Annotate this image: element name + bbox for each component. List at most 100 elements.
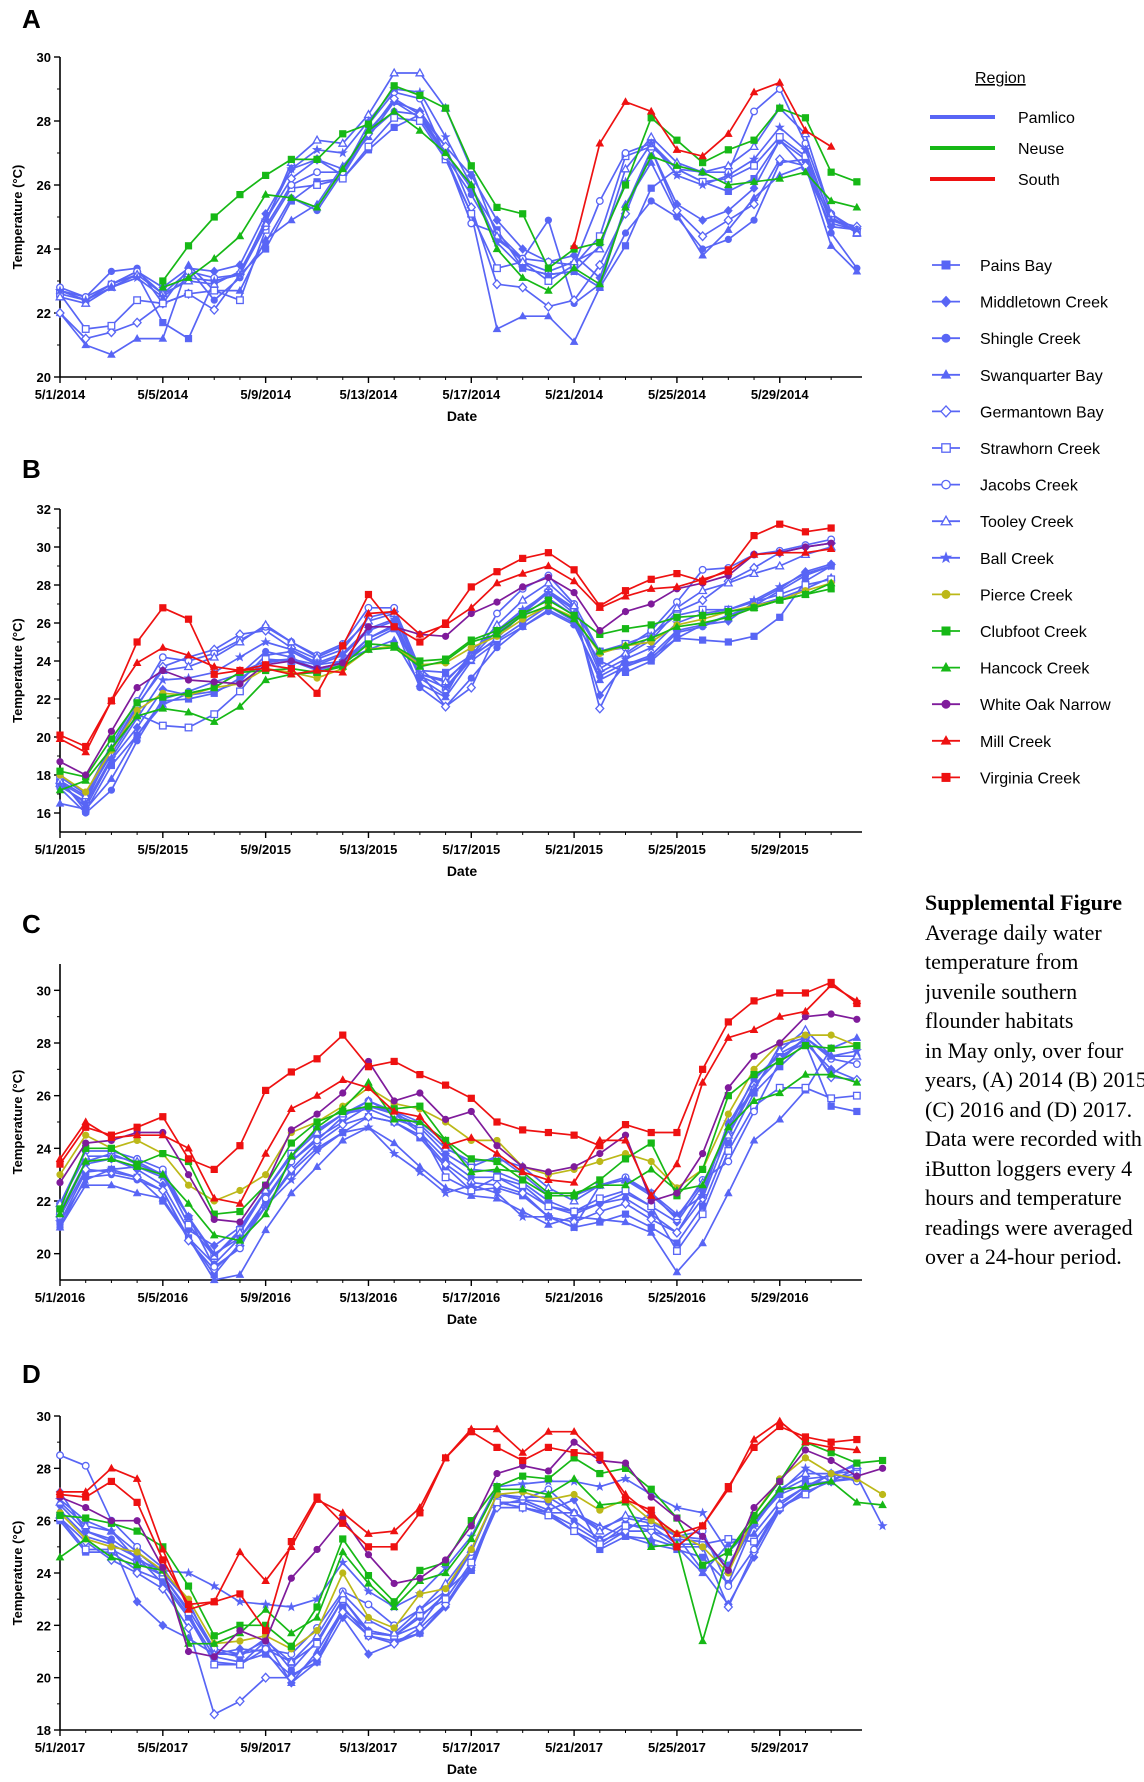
data-point	[621, 591, 630, 600]
y-tick-label: 26	[37, 178, 51, 193]
data-point	[698, 250, 707, 259]
data-point	[287, 1538, 295, 1546]
data-point	[390, 1543, 398, 1551]
series-line-virginia-creek	[59, 981, 858, 1171]
x-tick-label: 5/5/2017	[138, 1740, 189, 1755]
series-line-hancock-creek	[59, 1073, 858, 1242]
data-point	[569, 241, 579, 249]
caption-line: iButton loggers every 4	[925, 1155, 1133, 1181]
legend-site-jacobs-creek: Jacobs Creek	[932, 478, 1079, 495]
data-point	[749, 1135, 759, 1144]
data-point	[157, 291, 168, 302]
data-point	[724, 129, 733, 137]
data-point	[184, 260, 193, 269]
data-point	[183, 1235, 194, 1246]
data-point	[132, 1567, 142, 1579]
data-point	[749, 183, 759, 193]
data-point	[698, 215, 707, 225]
data-point	[646, 1510, 656, 1519]
data-point	[209, 1639, 219, 1647]
data-point	[878, 1464, 887, 1472]
data-point	[519, 1126, 527, 1134]
data-point	[467, 609, 475, 618]
data-point	[749, 568, 759, 578]
data-point	[826, 1442, 836, 1451]
x-tick-label: 5/13/2014	[340, 387, 399, 402]
caption-title: Supplemental Figure	[925, 890, 1123, 915]
data-point	[287, 193, 296, 201]
data-point	[647, 197, 655, 205]
data-point	[286, 1174, 297, 1185]
data-point	[827, 229, 835, 237]
data-point	[261, 1149, 270, 1157]
data-point	[724, 1033, 733, 1041]
data-point	[158, 1620, 168, 1631]
legend-site-tooley-creek: Tooley Creek	[932, 514, 1074, 531]
legend-site-mill-creek: Mill Creek	[932, 734, 1052, 751]
legend-site-marker	[940, 661, 952, 672]
data-point	[236, 1207, 244, 1216]
data-point	[236, 1590, 244, 1598]
x-tick-label: 5/1/2017	[35, 1740, 86, 1755]
data-point	[491, 1187, 503, 1198]
data-point	[699, 1543, 707, 1551]
data-point	[210, 710, 219, 719]
data-point	[55, 1209, 65, 1218]
data-point	[287, 664, 295, 673]
x-axis-label: Date	[447, 1311, 478, 1327]
data-point	[775, 595, 785, 604]
data-point	[493, 1173, 501, 1182]
data-point	[441, 1454, 450, 1462]
data-point	[801, 126, 810, 134]
data-point	[313, 181, 322, 189]
data-point	[570, 1527, 579, 1536]
data-point	[776, 104, 784, 112]
data-point	[311, 144, 323, 155]
data-point	[184, 676, 193, 684]
data-point	[55, 307, 65, 319]
x-tick-label: 5/9/2016	[240, 1290, 291, 1305]
chart-panel-c: C 20 22 24 26 28 30 5/1/2016 5/5/2016 5/9/2016 5/1…	[10, 909, 862, 1327]
x-tick-label: 5/29/2015	[751, 842, 809, 857]
data-point	[493, 264, 501, 273]
data-point	[261, 1225, 270, 1234]
series-mill-creek	[569, 78, 836, 249]
data-point	[363, 1111, 374, 1122]
legend-site-label: White Oak Narrow	[980, 697, 1111, 714]
data-point	[646, 584, 656, 592]
data-point	[749, 87, 759, 96]
data-point	[851, 224, 862, 235]
data-point	[518, 1167, 527, 1176]
data-point	[236, 191, 244, 199]
data-point	[544, 1511, 553, 1520]
data-point	[416, 1509, 424, 1517]
data-point	[158, 703, 168, 712]
data-point	[699, 611, 707, 619]
data-point	[775, 78, 785, 86]
data-point	[210, 213, 218, 221]
data-point	[672, 1267, 682, 1276]
data-point	[851, 1045, 862, 1056]
data-point	[570, 1438, 578, 1446]
data-point	[209, 304, 220, 316]
data-point	[570, 1131, 578, 1139]
data-point	[337, 1588, 348, 1598]
data-point	[414, 670, 425, 681]
data-point	[159, 604, 167, 612]
data-point	[801, 1042, 810, 1050]
legend-region-label: Pamlico	[1018, 110, 1075, 127]
series-ball-creek	[54, 1032, 862, 1258]
data-point	[80, 1174, 91, 1185]
legend-site-marker	[941, 589, 951, 599]
data-point	[801, 1446, 810, 1454]
data-point	[286, 163, 297, 174]
data-point	[673, 1543, 681, 1551]
data-point	[543, 301, 554, 312]
data-point	[518, 1503, 527, 1512]
x-tick-label: 5/5/2014	[138, 387, 189, 402]
data-point	[236, 1626, 244, 1635]
data-point	[697, 1190, 708, 1201]
data-point	[81, 804, 91, 813]
data-point	[671, 170, 683, 180]
data-point	[492, 1484, 502, 1493]
